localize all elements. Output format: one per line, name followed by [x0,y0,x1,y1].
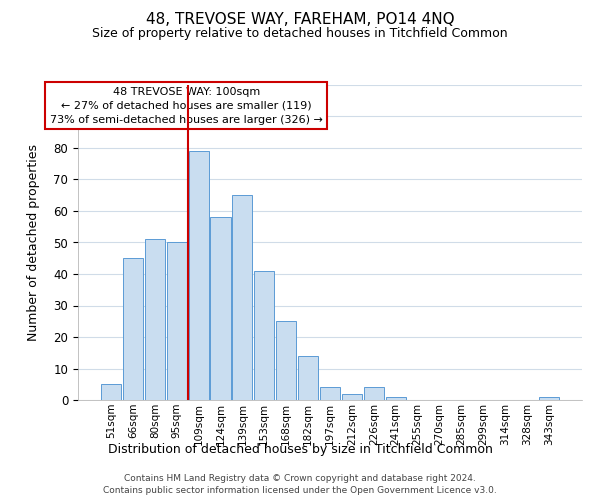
Bar [145,240,165,400]
Bar [342,394,362,400]
Bar [364,388,384,400]
Bar [123,258,143,400]
Bar [539,397,559,400]
Text: Size of property relative to detached houses in Titchfield Common: Size of property relative to detached ho… [92,28,508,40]
Text: Distribution of detached houses by size in Titchfield Common: Distribution of detached houses by size … [107,442,493,456]
Text: Contains public sector information licensed under the Open Government Licence v3: Contains public sector information licen… [103,486,497,495]
Bar [276,322,296,400]
Bar [386,397,406,400]
Text: 48 TREVOSE WAY: 100sqm
← 27% of detached houses are smaller (119)
73% of semi-de: 48 TREVOSE WAY: 100sqm ← 27% of detached… [50,86,323,124]
Bar [320,388,340,400]
Bar [254,271,274,400]
Bar [211,218,230,400]
Bar [298,356,318,400]
Text: 48, TREVOSE WAY, FAREHAM, PO14 4NQ: 48, TREVOSE WAY, FAREHAM, PO14 4NQ [146,12,454,28]
Y-axis label: Number of detached properties: Number of detached properties [28,144,40,341]
Bar [101,384,121,400]
Text: Contains HM Land Registry data © Crown copyright and database right 2024.: Contains HM Land Registry data © Crown c… [124,474,476,483]
Bar [188,151,209,400]
Bar [232,195,253,400]
Bar [167,242,187,400]
